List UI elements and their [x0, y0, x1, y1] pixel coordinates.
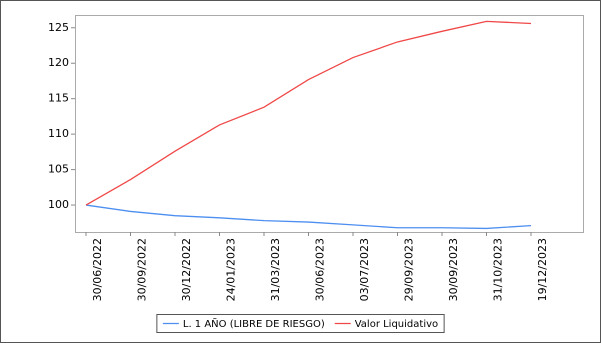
x-tick-label: 29/09/2023 [403, 238, 416, 301]
x-tick-label: 24/01/2023 [225, 238, 238, 301]
x-tick-label: 30/06/2023 [314, 238, 327, 301]
series-line [85, 204, 532, 230]
y-tick-label: 125 [48, 21, 69, 34]
x-tick-label: 31/10/2023 [492, 238, 505, 301]
legend-label: L. 1 AÑO (LIBRE DE RIESGO) [183, 317, 325, 330]
plot-area [75, 15, 584, 233]
x-tick-label: 03/07/2023 [358, 238, 371, 301]
x-tick-label: 19/12/2023 [536, 238, 549, 301]
y-tick-label: 110 [48, 127, 69, 140]
x-tick-label: 30/06/2022 [91, 238, 104, 301]
y-tick-label: 120 [48, 56, 69, 69]
x-tick-label: 30/12/2022 [180, 238, 193, 301]
legend-box [156, 314, 445, 333]
x-tick-label: 30/09/2022 [136, 238, 149, 301]
x-tick-label: 31/03/2023 [269, 238, 282, 301]
legend: L. 1 AÑO (LIBRE DE RIESGO) Valor Liquidat… [156, 314, 445, 333]
y-tick-label: 115 [48, 92, 69, 105]
y-tick-label: 100 [48, 198, 69, 211]
legend-label: Valor Liquidativo [355, 319, 438, 330]
x-tick-label: 30/09/2023 [447, 238, 460, 301]
y-tick-label: 105 [48, 163, 69, 176]
series-line [85, 20, 532, 206]
